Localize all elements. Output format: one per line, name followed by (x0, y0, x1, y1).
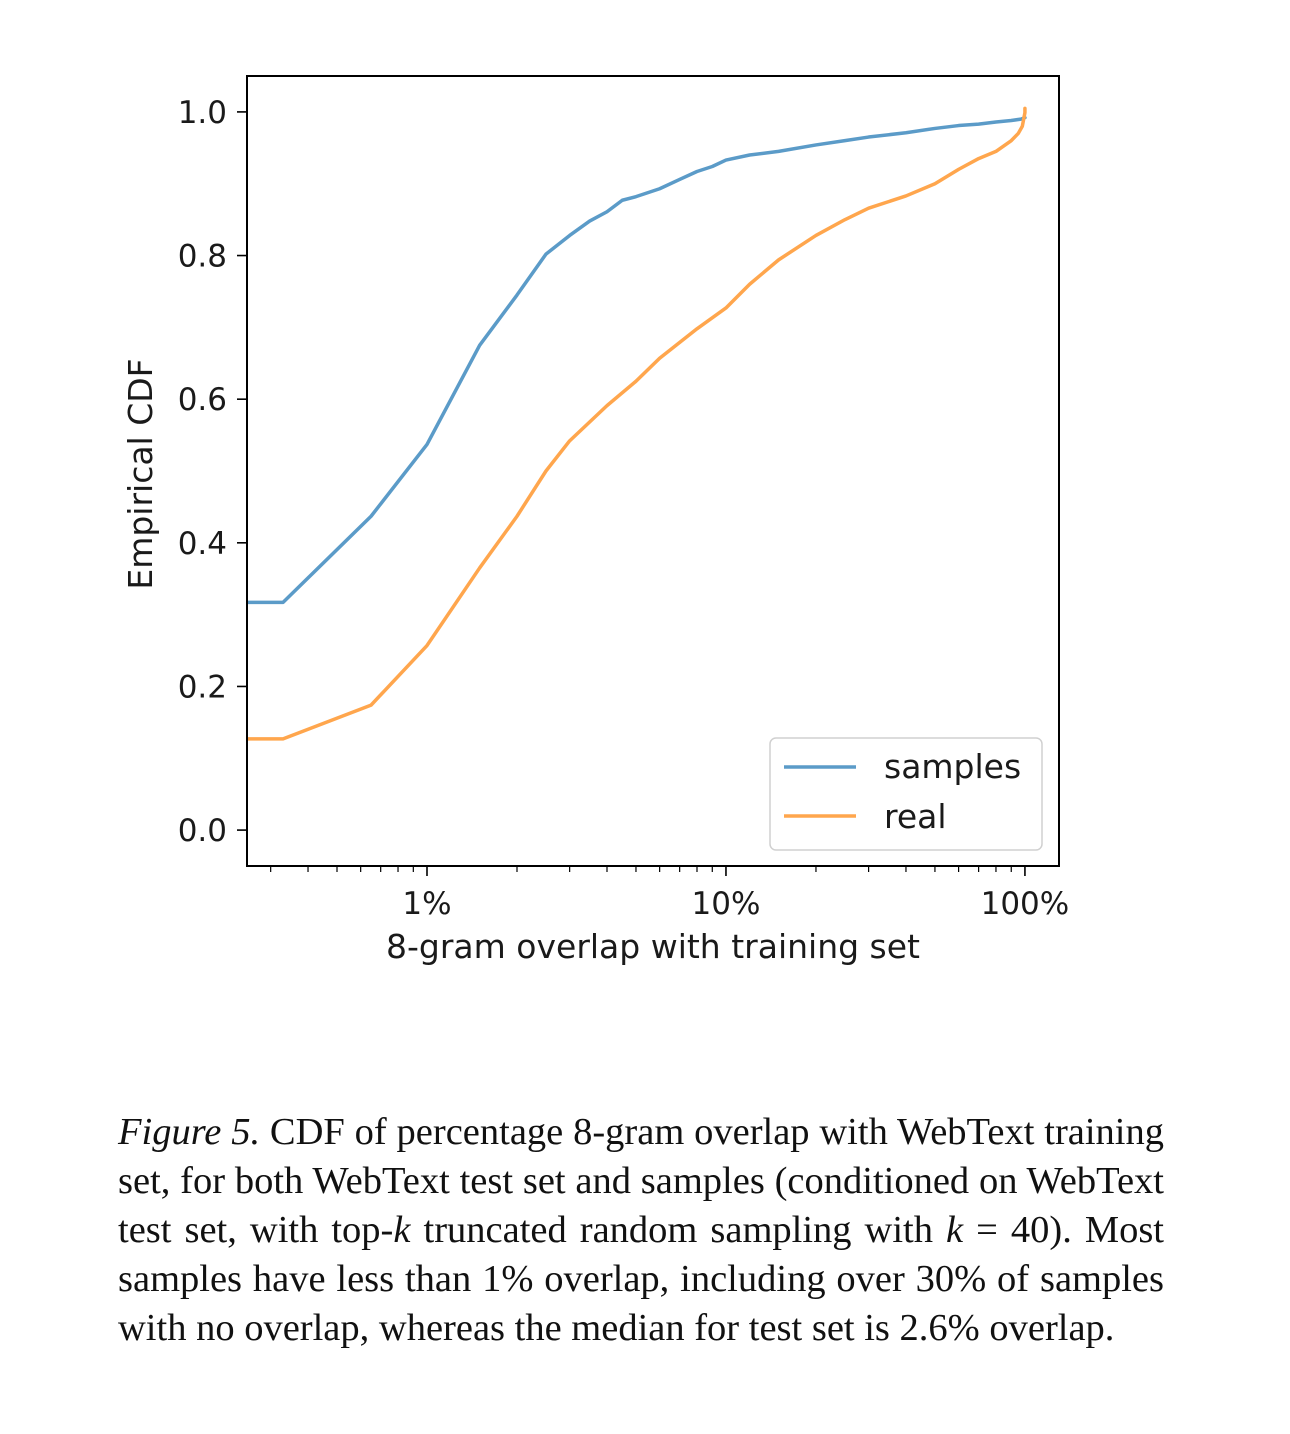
y-tick-label: 0.2 (178, 669, 227, 705)
figure-label: Figure 5. (118, 1111, 261, 1153)
y-tick-label: 1.0 (178, 95, 227, 131)
y-axis-title: Empirical CDF (121, 358, 160, 589)
x-axis: 1% 10% 100% (270, 866, 1070, 922)
caption-math-k: k (393, 1209, 411, 1251)
y-tick-label: 0.0 (178, 813, 227, 849)
x-tick-label: 1% (402, 886, 451, 922)
caption-text-1: CDF of percentage 8-gram overlap with We… (118, 1111, 1165, 1251)
legend: samples real (769, 737, 1043, 851)
y-tick-label: 0.4 (178, 526, 227, 562)
x-tick-label: 10% (692, 886, 761, 922)
x-tick-label: 100% (981, 886, 1070, 922)
legend-label-real: real (884, 797, 947, 836)
y-tick-label: 0.6 (178, 382, 227, 418)
caption-math-k: k (946, 1209, 964, 1251)
caption-text-3: = 40). Most samples have less than 1% ov… (118, 1209, 1165, 1349)
y-tick-label: 0.8 (178, 239, 227, 275)
cdf-chart: 1% 10% 100% 0.0 0.2 0.4 0.6 0.8 1.0 8-gram over… (121, 75, 1070, 966)
x-axis-title: 8-gram overlap with training set (386, 927, 920, 966)
y-axis: 0.0 0.2 0.4 0.6 0.8 1.0 (178, 95, 247, 849)
caption-text-2: truncated random sampling with (410, 1209, 947, 1251)
series-line-samples (247, 115, 1027, 605)
plot-frame (246, 75, 1060, 867)
series-line-real (247, 106, 1027, 741)
figure-caption: Figure 5. CDF of percentage 8-gram overl… (118, 1108, 1164, 1353)
legend-label-samples: samples (884, 747, 1021, 786)
plot-area (247, 106, 1027, 741)
